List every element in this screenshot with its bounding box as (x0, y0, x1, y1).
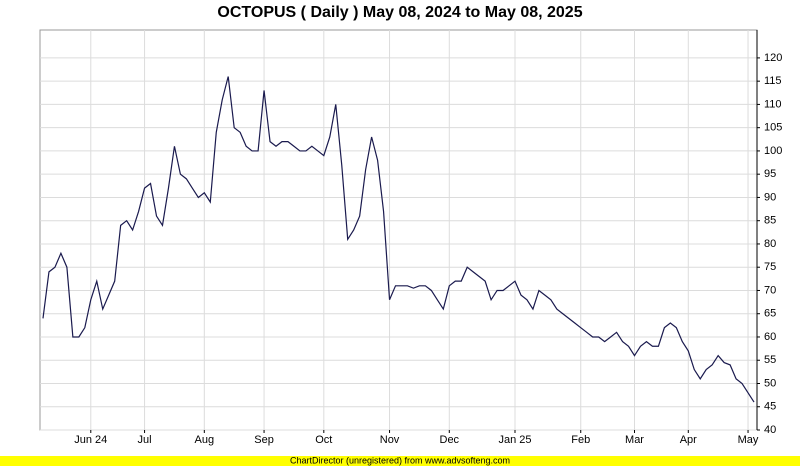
x-tick-label: Nov (380, 434, 400, 446)
price-line (42, 76, 755, 403)
y-tick-label: 40 (764, 424, 776, 436)
x-tick-label: Feb (571, 434, 590, 446)
y-tick-label: 60 (764, 331, 776, 343)
x-tick-label: Oct (315, 434, 332, 446)
x-tick-label: Jan 25 (498, 434, 531, 446)
chart-title: OCTOPUS ( Daily ) May 08, 2024 to May 08… (217, 4, 582, 21)
y-tick-label: 80 (764, 238, 776, 250)
x-tick-label: Dec (440, 434, 460, 446)
x-tick-label: Mar (625, 434, 644, 446)
y-tick-label: 120 (764, 52, 782, 64)
y-tick-label: 90 (764, 191, 776, 203)
footer-credit: ChartDirector (unregistered) from www.ad… (290, 455, 510, 465)
footer-bar (0, 456, 800, 466)
y-tick-label: 100 (764, 145, 782, 157)
y-tick-label: 95 (764, 168, 776, 180)
plot-area (39, 29, 758, 431)
x-tick-label: May (738, 434, 759, 446)
y-tick-label: 65 (764, 308, 776, 320)
y-tick-label: 105 (764, 122, 782, 134)
y-tick-label: 110 (764, 98, 782, 110)
x-tick-label: Apr (680, 434, 697, 446)
x-tick-label: Jun 24 (74, 434, 107, 446)
x-tick-label: Sep (254, 434, 274, 446)
x-tick-label: Jul (138, 434, 152, 446)
y-tick-label: 85 (764, 215, 776, 227)
y-tick-label: 115 (764, 75, 782, 87)
y-tick-label: 55 (764, 354, 776, 366)
y-tick-label: 45 (764, 401, 776, 413)
y-tick-label: 50 (764, 377, 776, 389)
x-tick-label: Aug (195, 434, 215, 446)
y-tick-label: 75 (764, 261, 776, 273)
y-tick-label: 70 (764, 284, 776, 296)
